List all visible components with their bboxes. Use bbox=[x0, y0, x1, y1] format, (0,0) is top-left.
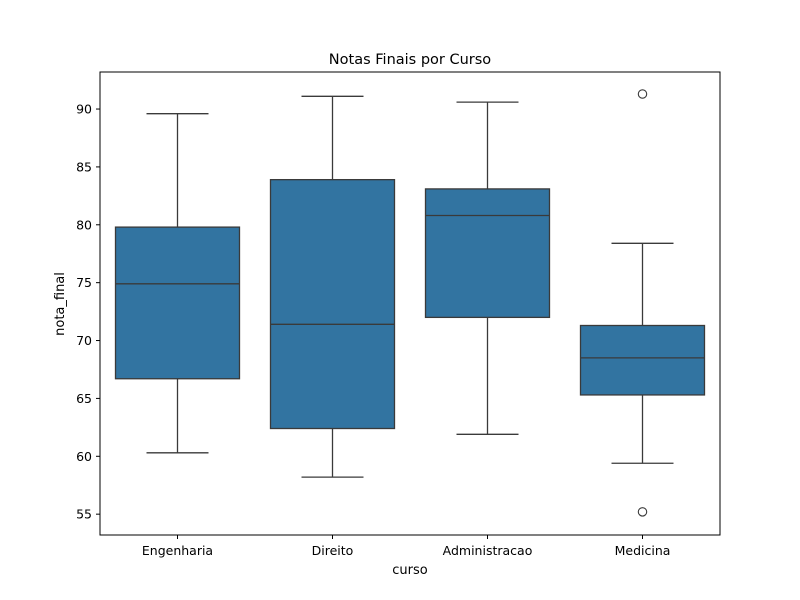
x-axis-label: curso bbox=[392, 563, 428, 578]
outlier-point bbox=[637, 89, 648, 99]
outlier-point bbox=[637, 507, 648, 517]
y-tick-label: 90 bbox=[76, 102, 92, 117]
plot-area bbox=[114, 89, 706, 517]
y-tick-label: 70 bbox=[76, 333, 92, 348]
iqr-box bbox=[424, 188, 551, 319]
y-axis-label: nota_final bbox=[53, 272, 68, 336]
y-tick-label: 65 bbox=[76, 391, 92, 406]
x-tick-label: Medicina bbox=[615, 543, 671, 558]
iqr-box bbox=[114, 226, 241, 380]
iqr-box bbox=[579, 324, 706, 396]
axes-frame bbox=[99, 71, 721, 536]
chart-title: Notas Finais por Curso bbox=[329, 52, 492, 68]
y-tick-label: 80 bbox=[76, 217, 92, 232]
x-tick-label: Administracao bbox=[443, 543, 533, 558]
box-group-engenharia bbox=[114, 113, 241, 454]
box-group-medicina bbox=[579, 89, 706, 517]
x-tick-label: Engenharia bbox=[142, 543, 213, 558]
y-tick-label: 75 bbox=[76, 275, 92, 290]
y-tick-label: 55 bbox=[76, 507, 92, 522]
y-tick-label: 60 bbox=[76, 449, 92, 464]
y-axis: 55 60 65 70 75 80 85 90 bbox=[76, 102, 100, 522]
iqr-box bbox=[269, 178, 396, 430]
y-tick-label: 85 bbox=[76, 159, 92, 174]
x-axis: Engenharia Direito Administracao Medicina bbox=[142, 535, 671, 558]
box-group-direito bbox=[269, 95, 396, 478]
x-tick-label: Direito bbox=[312, 543, 354, 558]
box-group-administracao bbox=[424, 101, 551, 435]
